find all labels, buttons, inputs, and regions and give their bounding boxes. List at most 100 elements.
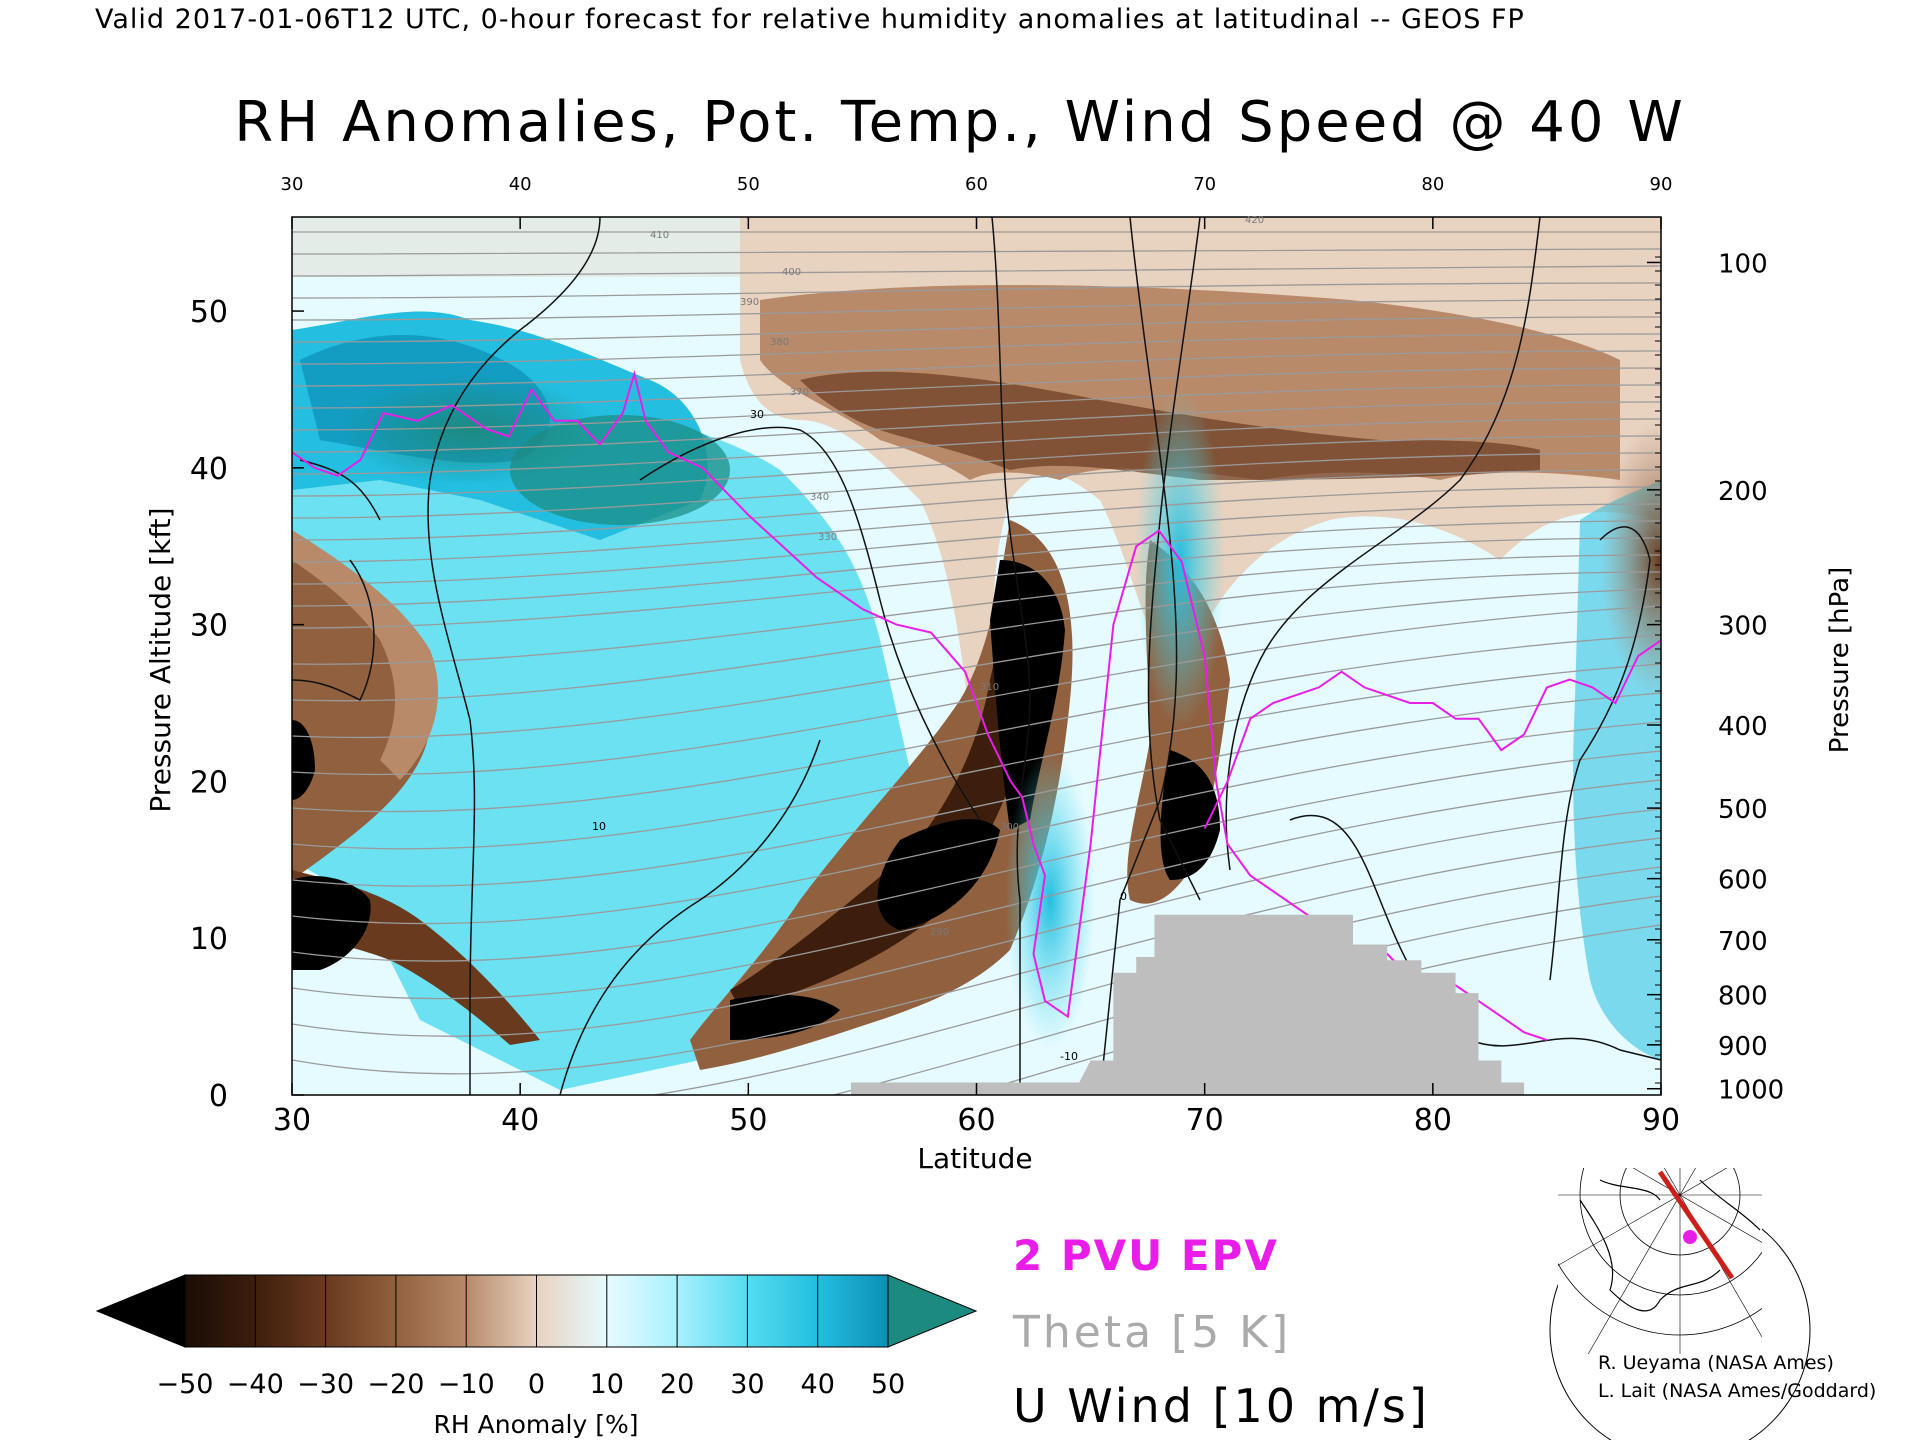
top-x-tick-label-30: 30 <box>281 174 304 195</box>
colorbar-tick-label-20: 20 <box>660 1369 694 1400</box>
theta-line <box>292 282 1661 299</box>
theta-line <box>292 663 1661 850</box>
wind-contours <box>292 217 1661 1095</box>
theta-label-380: 380 <box>770 337 789 348</box>
chart-title: RH Anomalies, Pot. Temp., Wind Speed @ 4… <box>234 90 1686 155</box>
map-coastlines <box>1579 1179 1761 1312</box>
y-tick-label-30: 30 <box>190 609 228 644</box>
theta-label-300: 300 <box>1000 822 1019 833</box>
colorbar-tick-label-30: 30 <box>730 1369 764 1400</box>
theta-line <box>830 895 1661 1095</box>
pressure-tick-label-200: 200 <box>1718 477 1768 507</box>
y-tick-label-40: 40 <box>190 452 228 487</box>
theta-label-310: 310 <box>980 682 999 693</box>
wind-label-0: 0 <box>1120 890 1127 903</box>
colorbar-tick-label-40: 40 <box>801 1369 835 1400</box>
theta-line <box>292 779 1661 1000</box>
x-tick-label-90: 90 <box>1642 1103 1680 1138</box>
x-tick-label-70: 70 <box>1186 1103 1224 1138</box>
top-x-tick-label-70: 70 <box>1193 174 1216 195</box>
top-x-tick-label-60: 60 <box>965 174 988 195</box>
theta-label-390: 390 <box>740 297 759 308</box>
x-tick-label-30: 30 <box>273 1103 311 1138</box>
colorbar-tick-label--50: −50 <box>157 1369 214 1400</box>
colorbar-tick-label-50: 50 <box>871 1369 905 1400</box>
theta-line <box>292 692 1661 887</box>
pressure-tick-label-100: 100 <box>1718 249 1768 279</box>
map-location-marker <box>1683 1230 1697 1244</box>
theta-line <box>292 469 1661 541</box>
wind-label--10: -10 <box>1060 1050 1078 1063</box>
x-tick-label-60: 60 <box>957 1103 995 1138</box>
terrain-mask <box>851 914 1525 1095</box>
theta-label-330: 330 <box>818 532 837 543</box>
pressure-tick-label-600: 600 <box>1718 866 1768 896</box>
theta-line <box>292 384 1661 431</box>
theta-label-410: 410 <box>650 230 669 241</box>
y-tick-label-50: 50 <box>190 295 228 330</box>
theta-line <box>292 837 1661 1075</box>
colorbar-under-triangle <box>95 1274 186 1348</box>
pressure-tick-label-800: 800 <box>1718 982 1768 1012</box>
theta-label-420: 420 <box>1245 215 1264 226</box>
pressure-tick-label-1000: 1000 <box>1718 1076 1784 1106</box>
theta-line <box>292 316 1661 343</box>
theta-line <box>292 418 1661 475</box>
wind-label-10: 10 <box>592 820 606 833</box>
theta-line <box>292 401 1661 453</box>
legend-theta: Theta [5 K] <box>1012 1307 1291 1358</box>
top-x-tick-label-80: 80 <box>1421 174 1444 195</box>
theta-line <box>292 750 1661 962</box>
x-tick-label-50: 50 <box>729 1103 767 1138</box>
theta-line <box>649 866 1661 1095</box>
top-x-tick-label-50: 50 <box>737 174 760 195</box>
pressure-tick-label-900: 900 <box>1718 1032 1768 1062</box>
theta-line <box>292 721 1661 925</box>
location-map-inset <box>1549 1168 1811 1440</box>
theta-label-400: 400 <box>782 267 801 278</box>
pressure-tick-label-400: 400 <box>1718 712 1768 742</box>
colorbar-tick-label--30: −30 <box>297 1369 354 1400</box>
pressure-tick-label-700: 700 <box>1718 927 1768 957</box>
colorbar-tick-label--20: −20 <box>367 1369 424 1400</box>
theta-line <box>292 571 1661 702</box>
y-tick-label-10: 10 <box>190 922 228 957</box>
credit-line-2: L. Lait (NASA Ames/Goddard) <box>1598 1380 1877 1402</box>
theta-line <box>292 452 1661 519</box>
colorbar-tick-label-10: 10 <box>590 1369 624 1400</box>
heatmap-field <box>292 217 1661 1095</box>
theta-line <box>292 248 1661 255</box>
theta-line <box>292 503 1661 585</box>
colorbar-tick-label--10: −10 <box>438 1369 495 1400</box>
theta-line <box>292 350 1661 387</box>
x-axis-label: Latitude <box>917 1142 1032 1175</box>
theta-line <box>292 808 1661 1037</box>
theta-label-290: 290 <box>930 927 949 938</box>
top-x-tick-label-90: 90 <box>1650 174 1673 195</box>
colorbar-tick-label-0: 0 <box>528 1369 545 1400</box>
theta-line <box>292 435 1661 497</box>
legend-epv: 2 PVU EPV <box>1013 1231 1279 1280</box>
pressure-tick-label-300: 300 <box>1718 612 1768 642</box>
theta-line <box>292 299 1661 321</box>
epv-line-secondary <box>1203 639 1661 829</box>
theta-line <box>292 554 1661 665</box>
theta-line <box>292 520 1661 607</box>
theta-line <box>292 333 1661 365</box>
top-x-tick-label-40: 40 <box>509 174 532 195</box>
credit-line-1: R. Ueyama (NASA Ames) <box>1598 1352 1834 1374</box>
x-tick-label-40: 40 <box>501 1103 539 1138</box>
y2-axis-label: Pressure [hPa] <box>1825 567 1855 754</box>
theta-line <box>292 367 1661 409</box>
theta-contours <box>292 231 1661 1095</box>
header-valid-text: Valid 2017-01-06T12 UTC, 0-hour forecast… <box>95 4 1525 35</box>
theta-label-370: 370 <box>790 387 809 398</box>
pressure-tick-label-500: 500 <box>1718 795 1768 825</box>
theta-line <box>292 537 1661 629</box>
y-axis-label: Pressure Altitude [kft] <box>144 507 177 812</box>
x-tick-label-80: 80 <box>1414 1103 1452 1138</box>
y-tick-label-0: 0 <box>209 1079 228 1114</box>
wind-label-30: 30 <box>750 408 764 421</box>
legend-wind: U Wind [10 m/s] <box>1013 1379 1430 1433</box>
